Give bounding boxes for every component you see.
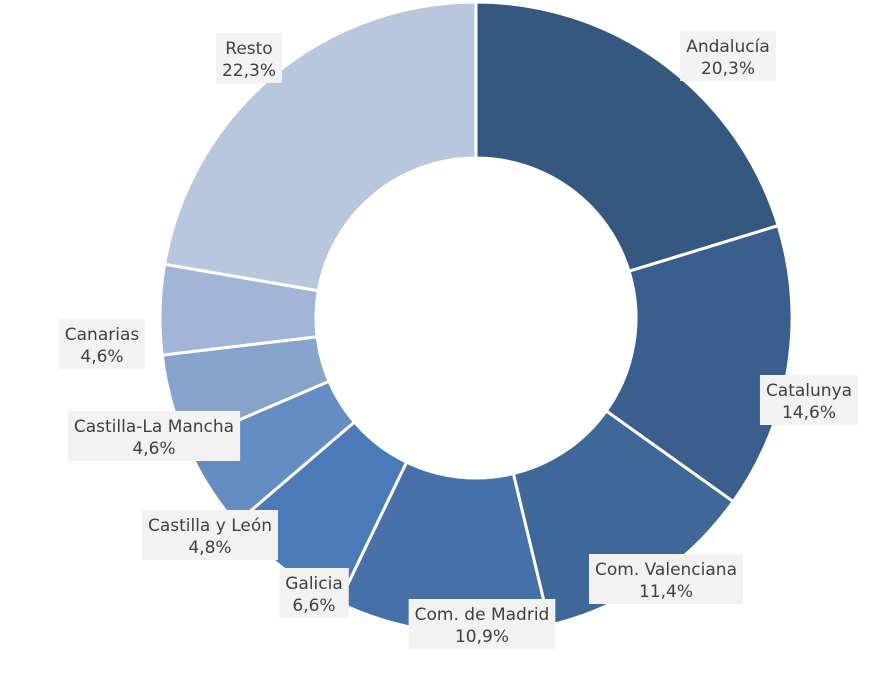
- label-box: [759, 375, 859, 425]
- slice-value-label: 4,8%: [188, 538, 231, 558]
- label-box: [215, 33, 283, 83]
- slice-name-label: Canarias: [65, 325, 140, 345]
- slice-value-label: 20,3%: [701, 59, 755, 79]
- label-box: [141, 510, 279, 560]
- slice-name-label: Com. Valenciana: [595, 560, 737, 580]
- slice-catalunya: [604, 223, 794, 504]
- slice-name-label: Castilla-La Mancha: [74, 417, 234, 437]
- slice-value-label: 6,6%: [292, 596, 335, 616]
- donut-slices: [158, 0, 794, 636]
- slice-name-label: Andalucía: [686, 37, 770, 57]
- slice-value-label: 10,9%: [455, 627, 509, 647]
- label-box: [58, 319, 146, 369]
- slice-value-label: 22,3%: [222, 61, 276, 81]
- slice-name-label: Resto: [225, 39, 272, 59]
- label-box: [67, 411, 241, 461]
- slice-com-valenciana: [511, 408, 736, 628]
- slice-name-label: Castilla y León: [148, 516, 272, 536]
- slice-value-label: 4,6%: [132, 439, 175, 459]
- slice-value-label: 14,6%: [782, 403, 836, 423]
- slice-name-label: Catalunya: [766, 381, 852, 401]
- slice-value-label: 4,6%: [80, 347, 123, 367]
- slice-name-label: Com. de Madrid: [415, 605, 550, 625]
- label-box: [408, 599, 556, 649]
- slice-value-label: 11,4%: [639, 582, 693, 602]
- slice-name-label: Galicia: [285, 574, 343, 594]
- label-box: [588, 554, 744, 604]
- slice-andaluc-a: [474, 0, 781, 274]
- label-box: [279, 568, 349, 618]
- slice-resto: [162, 0, 478, 293]
- label-box: [680, 31, 776, 81]
